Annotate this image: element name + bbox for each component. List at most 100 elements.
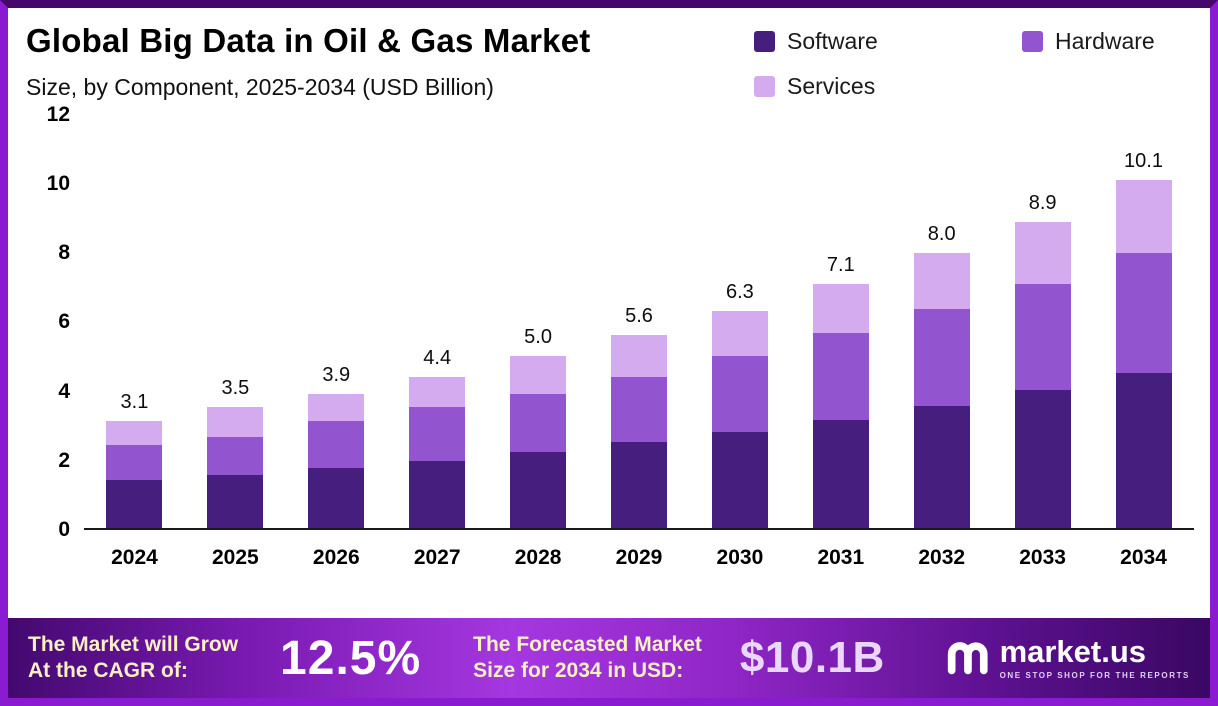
bar-column-2032: 8.0 [891,115,992,528]
plot-area: 3.1 3.5 3.9 4.4 5.0 5.6 6.3 7.1 8.0 8.9 10.1 [84,115,1194,530]
stacked-bar [510,355,567,528]
stacked-bar [308,393,365,528]
market-us-logo-icon [944,633,990,684]
bar-segment-software [610,441,667,528]
legend-swatch [754,31,775,52]
bar-segment-hardware [308,421,365,468]
stacked-bar [207,407,264,528]
bar-segment-services [812,283,869,334]
bar-column-2025: 3.5 [185,115,286,528]
y-tick-label: 10 [46,172,70,196]
bottom-banner: The Market will Grow At the CAGR of: 12.… [8,618,1210,698]
bar-column-2027: 4.4 [387,115,488,528]
stacked-bar [913,252,970,528]
bar-column-2033: 8.9 [992,115,1093,528]
bar-segment-services [610,335,667,377]
bar-segment-hardware [1014,283,1071,391]
brand-text: market.us ONE STOP SHOP FOR THE REPORTS [1000,636,1190,680]
x-tick-label: 2026 [312,545,360,569]
header: Global Big Data in Oil & Gas Market Size… [8,8,1210,101]
bar-segment-hardware [510,393,567,453]
bar-segment-services [913,252,970,310]
bar-total-label: 7.1 [826,253,855,276]
bar-segment-software [711,431,768,528]
y-tick-label: 4 [58,379,70,403]
bar-column-2028: 5.0 [488,115,589,528]
forecast-label: The Forecasted Market Size for 2034 in U… [473,632,702,685]
bar-segment-hardware [1115,252,1172,374]
title-block: Global Big Data in Oil & Gas Market Size… [26,22,590,101]
bar-segment-software [409,460,466,528]
bar-segment-hardware [207,436,264,475]
x-tick-label: 2032 [918,545,966,569]
bar-total-label: 10.1 [1124,150,1163,173]
bar-segment-software [207,474,264,528]
legend-item-hardware: Hardware [1022,28,1184,55]
bar-total-label: 8.0 [927,222,956,245]
x-tick-label: 2024 [111,545,158,569]
cagr-value: 12.5% [280,631,422,685]
forecast-label-line1: The Forecasted Market [473,632,702,656]
forecast-label-line2: Size for 2034 in USD: [473,659,684,682]
bar-segment-hardware [711,355,768,432]
x-tick-label: 2030 [716,545,764,569]
bar-segment-software [1014,390,1071,528]
bar-segment-software [812,419,869,528]
bar-segment-services [711,311,768,356]
bar-total-label: 3.5 [221,377,250,400]
bar-segment-software [308,467,365,528]
x-tick-label: 2028 [514,545,562,569]
x-tick-label: 2033 [1019,545,1066,569]
brand-tagline: ONE STOP SHOP FOR THE REPORTS [999,671,1190,680]
bar-column-2029: 5.6 [589,115,690,528]
y-tick-label: 2 [58,448,70,472]
legend-swatch [754,76,775,97]
page-subtitle: Size, by Component, 2025-2034 (USD Billi… [26,73,494,100]
stacked-bar [1014,221,1071,528]
page-title: Global Big Data in Oil & Gas Market [26,22,591,59]
bar-segment-hardware [409,407,466,461]
bar-segment-services [510,355,567,394]
cagr-label: The Market will Grow At the CAGR of: [28,632,238,685]
cagr-label-line2: At the CAGR of: [28,659,188,682]
bar-total-label: 4.4 [423,346,452,369]
x-tick-label: 2025 [212,545,259,569]
bar-segment-software [1115,373,1172,528]
bar-segment-hardware [610,376,667,442]
bar-column-2031: 7.1 [790,115,891,528]
bar-segment-services [1014,221,1071,284]
stacked-bar [106,421,163,528]
x-tick-label: 2027 [413,545,461,569]
bar-segment-services [409,376,466,408]
legend: Software Hardware Services [754,28,1184,101]
bar-segment-services [1115,180,1172,253]
x-tick-label: 2029 [615,545,663,569]
bar-column-2034: 10.1 [1093,115,1194,528]
bar-total-label: 8.9 [1028,191,1057,214]
stacked-bar [711,311,768,528]
stacked-bar [1115,180,1172,528]
stacked-bar [812,283,869,528]
bar-segment-services [308,393,365,422]
bar-segment-services [106,421,163,446]
forecast-value: $10.1B [739,633,885,682]
bar-total-label: 3.9 [322,363,351,386]
chart-area: 0 2 4 6 8 10 12 3.1 3.5 3.9 4.4 5.0 5.6 6.3 7.1 8.0 8.9… [8,101,1210,541]
bar-column-2024: 3.1 [84,115,185,528]
bar-segment-software [913,405,970,528]
x-tick-label: 2034 [1120,545,1167,569]
bar-segment-services [207,407,264,437]
bar-segment-software [510,452,567,528]
brand-name: market.us [999,634,1147,669]
bar-column-2026: 3.9 [286,115,387,528]
legend-swatch [1022,31,1044,52]
stacked-bar [610,335,667,528]
legend-item-software: Software [754,28,907,55]
y-tick-label: 12 [46,102,70,126]
bar-segment-hardware [812,333,869,420]
legend-label: Software [787,28,878,54]
y-axis: 0 2 4 6 8 10 12 [26,103,84,541]
cagr-label-line1: The Market will Grow [28,632,239,656]
x-tick-label: 2031 [817,545,865,569]
